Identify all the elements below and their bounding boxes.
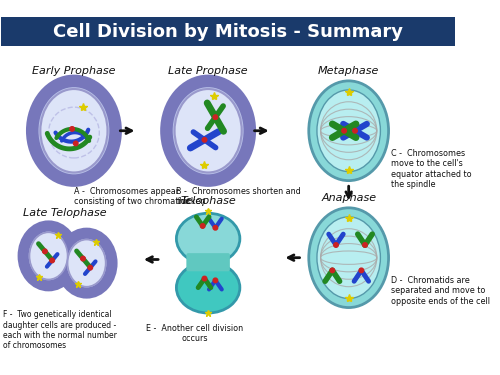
Ellipse shape [317,90,380,171]
Circle shape [334,243,338,247]
Circle shape [213,115,218,119]
Text: Anaphase: Anaphase [321,193,376,203]
Ellipse shape [32,81,116,181]
Circle shape [88,266,92,270]
Circle shape [213,278,218,283]
Ellipse shape [61,233,112,293]
FancyBboxPatch shape [186,253,230,271]
Ellipse shape [309,81,388,181]
Text: Late Prophase: Late Prophase [168,66,248,76]
Circle shape [202,276,207,281]
Text: Late Telophase: Late Telophase [23,208,106,218]
FancyBboxPatch shape [2,17,455,46]
Circle shape [202,138,207,142]
Text: Early Prophase: Early Prophase [32,66,116,76]
Text: F -  Two genetically identical
daughter cells are produced -
each with the norma: F - Two genetically identical daughter c… [3,310,117,351]
Ellipse shape [23,226,74,286]
Ellipse shape [174,89,242,172]
Text: B -  Chromosomes shorten and
thicken: B - Chromosomes shorten and thicken [176,187,301,206]
Ellipse shape [30,232,68,279]
Circle shape [74,141,78,146]
Text: E -  Another cell division
occurs: E - Another cell division occurs [146,324,243,343]
Text: Metaphase: Metaphase [318,66,380,76]
Text: A -  Chromosomes appear
consisting of two chromatids: A - Chromosomes appear consisting of two… [74,187,190,206]
Text: D -  Chromatids are
separated and move to
opposite ends of the cell: D - Chromatids are separated and move to… [392,276,490,306]
Circle shape [80,256,86,261]
Circle shape [70,127,74,131]
Ellipse shape [68,240,106,287]
Circle shape [213,225,218,230]
Circle shape [330,268,334,273]
Ellipse shape [40,89,108,172]
Ellipse shape [317,217,380,298]
Circle shape [50,258,54,262]
Ellipse shape [176,213,240,264]
Text: Telophase: Telophase [180,196,236,206]
Circle shape [342,129,346,133]
Circle shape [362,243,368,247]
Ellipse shape [166,81,250,181]
Text: Cell Division by Mitosis - Summary: Cell Division by Mitosis - Summary [53,23,403,41]
Ellipse shape [176,262,240,313]
Circle shape [200,224,205,228]
Ellipse shape [309,208,388,308]
Circle shape [359,268,364,273]
Circle shape [42,249,47,254]
Circle shape [353,129,358,133]
Text: C -  Chromosomes
move to the cell's
equator attached to
the spindle: C - Chromosomes move to the cell's equat… [392,149,472,189]
